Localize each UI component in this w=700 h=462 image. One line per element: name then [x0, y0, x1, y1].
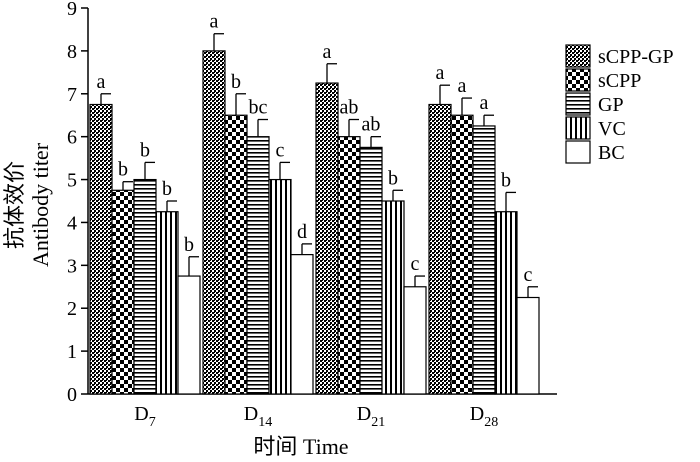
y-tick-label: 4	[67, 212, 77, 234]
legend-label: VC	[598, 118, 626, 140]
significance-label: c	[276, 139, 285, 161]
significance-label: b	[231, 71, 241, 93]
bar-scpp-gp	[315, 82, 339, 395]
bar-scpp-gp	[428, 103, 452, 395]
x-tick-label: D7	[134, 403, 155, 430]
significance-label: b	[388, 167, 398, 189]
legend-label: sCPP-GP	[598, 46, 674, 68]
x-tick-label: D14	[244, 403, 272, 430]
significance-label: a	[480, 92, 489, 114]
bar-gp	[133, 178, 157, 395]
significance-label: c	[411, 253, 420, 275]
legend-swatch	[565, 92, 591, 116]
bar-bc	[290, 254, 314, 395]
legend-swatch	[565, 116, 591, 140]
significance-label: ab	[362, 114, 381, 136]
bar-scpp	[450, 114, 474, 395]
significance-label: a	[210, 11, 219, 33]
y-tick-label: 2	[67, 298, 77, 320]
y-tick-label: 9	[67, 0, 77, 20]
y-tick-label: 7	[67, 84, 77, 106]
x-tick-label: D21	[357, 403, 385, 430]
bar-vc	[494, 211, 518, 395]
significance-label: a	[436, 62, 445, 84]
significance-label: c	[524, 264, 533, 286]
bar-scpp	[111, 189, 135, 395]
bar-gp	[246, 136, 270, 395]
bar-scpp	[224, 114, 248, 395]
significance-label: d	[297, 221, 307, 243]
y-tick-label: 1	[67, 341, 77, 363]
y-tick-label: 5	[67, 170, 77, 192]
y-axis-title-en: Antibody titer	[28, 142, 53, 267]
legend-swatch	[565, 44, 591, 68]
legend-swatch	[565, 140, 591, 164]
y-tick-label: 0	[67, 384, 77, 406]
significance-label: b	[501, 169, 511, 191]
legend-label: sCPP	[598, 70, 641, 92]
x-tick-label: D28	[470, 403, 498, 430]
bar-vc	[268, 178, 292, 395]
y-tick-label: 3	[67, 255, 77, 277]
legend-swatch	[565, 68, 591, 92]
significance-label: ab	[340, 97, 359, 119]
significance-label: b	[140, 139, 150, 161]
significance-label: b	[184, 234, 194, 256]
x-axis-title: 时间 Time	[253, 434, 348, 459]
legend-label: GP	[598, 94, 624, 116]
bar-vc	[155, 211, 179, 395]
significance-label: a	[323, 41, 332, 63]
significance-label: b	[118, 159, 128, 181]
significance-label: b	[162, 178, 172, 200]
bar-scpp-gp	[202, 50, 226, 395]
legend-label: BC	[598, 142, 625, 164]
y-tick-label: 8	[67, 41, 77, 63]
bar-scpp	[337, 136, 361, 395]
significance-label: a	[97, 71, 106, 93]
bar-bc	[177, 275, 201, 395]
significance-label: bc	[249, 97, 268, 119]
bar-bc	[403, 286, 427, 395]
significance-label: a	[458, 75, 467, 97]
bar-gp	[359, 146, 383, 395]
bar-scpp-gp	[89, 103, 113, 395]
y-tick-label: 6	[67, 127, 77, 149]
bar-bc	[516, 296, 540, 395]
bar-vc	[381, 200, 405, 395]
y-axis-title-cn: 抗体效价	[2, 161, 27, 249]
bar-gp	[472, 125, 496, 395]
